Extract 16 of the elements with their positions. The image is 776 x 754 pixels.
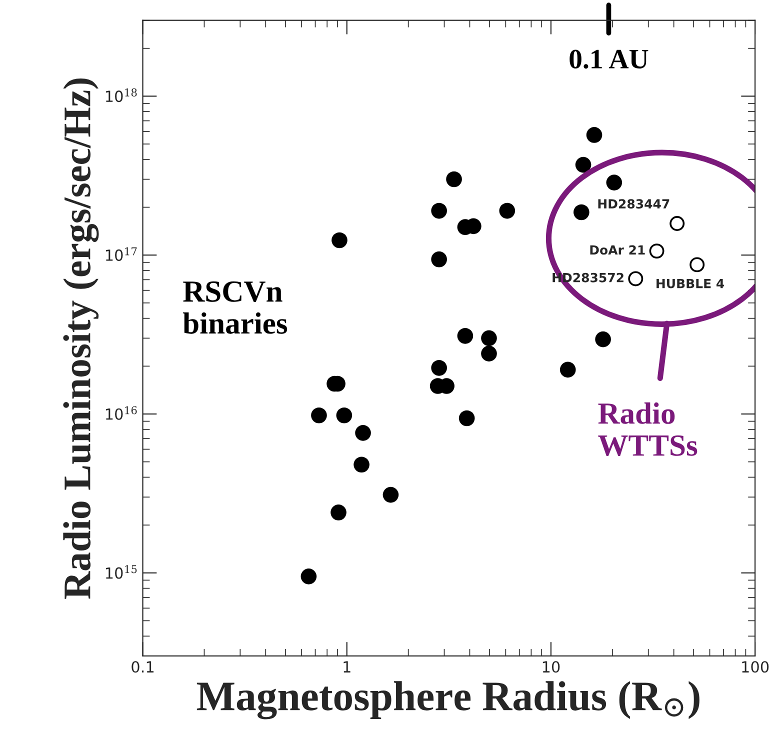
annotation: Radio WTTSs [598,402,698,456]
y-tick-label: 10$^{16}$ [106,406,137,420]
y-tick-label: 10$^{15}$ [106,565,137,579]
y-axis-title: Radio Luminosity (ergs/sec/Hz) [63,78,99,599]
data-label: HUBBLE 4 [656,278,724,288]
y-tick-label: 10$^{17}$ [106,247,137,261]
annotation: RSCVn binaries [182,281,288,334]
x-axis-title: Magnetosphere Radius (R$_{⊙}$) [196,681,700,720]
data-label: DoAr 21 [590,245,645,255]
x-tick-label: 1 [344,661,350,672]
annotation: 0.1 AU [570,50,648,69]
x-tick-label: 10 [542,661,560,673]
y-tick-label: 10$^{18}$ [106,88,137,102]
data-label: HD283447 [598,199,670,209]
x-tick-label: 0.1 [132,661,154,673]
x-tick-label: 100 [742,661,769,673]
